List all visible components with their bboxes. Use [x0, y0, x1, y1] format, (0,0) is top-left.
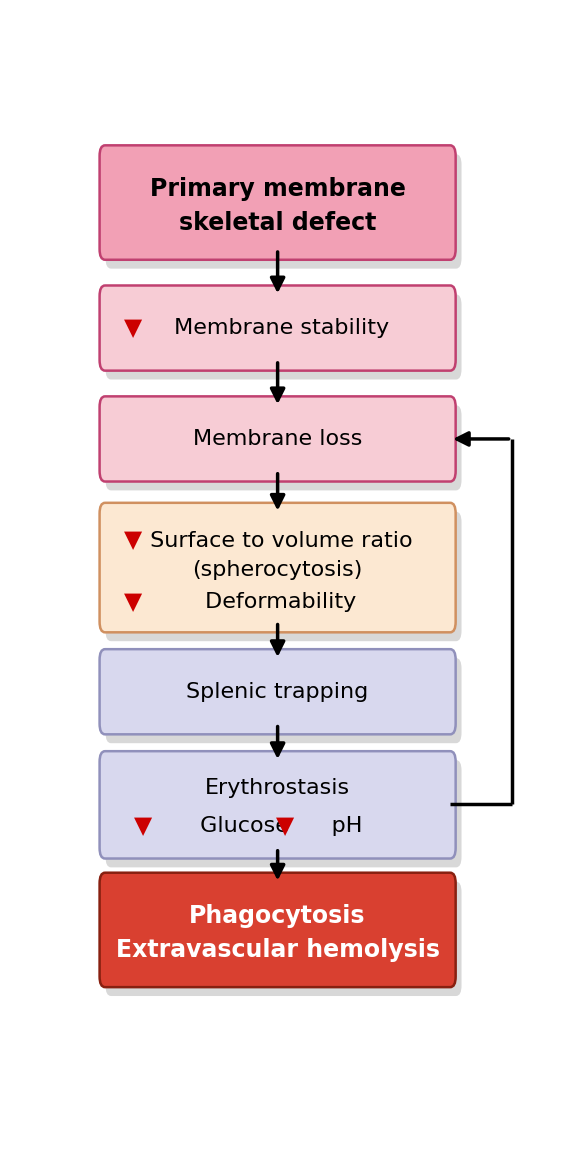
Text: skeletal defect: skeletal defect [179, 211, 376, 235]
Text: Splenic trapping: Splenic trapping [186, 682, 369, 702]
Text: Membrane loss: Membrane loss [193, 429, 362, 449]
Text: ▼: ▼ [124, 529, 142, 553]
Text: Extravascular hemolysis: Extravascular hemolysis [115, 939, 439, 962]
Text: (spherocytosis): (spherocytosis) [192, 560, 363, 579]
FancyBboxPatch shape [105, 154, 462, 268]
Text: Primary membrane: Primary membrane [149, 176, 406, 200]
FancyBboxPatch shape [105, 295, 462, 379]
FancyBboxPatch shape [100, 873, 456, 987]
FancyBboxPatch shape [105, 658, 462, 743]
Text: Deformability: Deformability [199, 592, 357, 612]
FancyBboxPatch shape [105, 760, 462, 867]
FancyBboxPatch shape [100, 502, 456, 632]
Text: Erythrostasis: Erythrostasis [205, 778, 350, 797]
FancyBboxPatch shape [105, 406, 462, 491]
FancyBboxPatch shape [100, 396, 456, 482]
Text: Membrane stability: Membrane stability [166, 318, 389, 338]
Text: Glucose      pH: Glucose pH [193, 817, 362, 836]
FancyBboxPatch shape [105, 881, 462, 996]
FancyBboxPatch shape [100, 751, 456, 858]
FancyBboxPatch shape [100, 286, 456, 371]
Text: ▼: ▼ [124, 316, 142, 340]
Text: Phagocytosis: Phagocytosis [189, 904, 366, 929]
Text: ▼: ▼ [124, 590, 142, 614]
Text: Surface to volume ratio: Surface to volume ratio [143, 531, 413, 551]
Text: ▼: ▼ [275, 814, 294, 839]
FancyBboxPatch shape [100, 650, 456, 734]
Text: ▼: ▼ [134, 814, 152, 839]
FancyBboxPatch shape [105, 511, 462, 642]
FancyBboxPatch shape [100, 145, 456, 259]
